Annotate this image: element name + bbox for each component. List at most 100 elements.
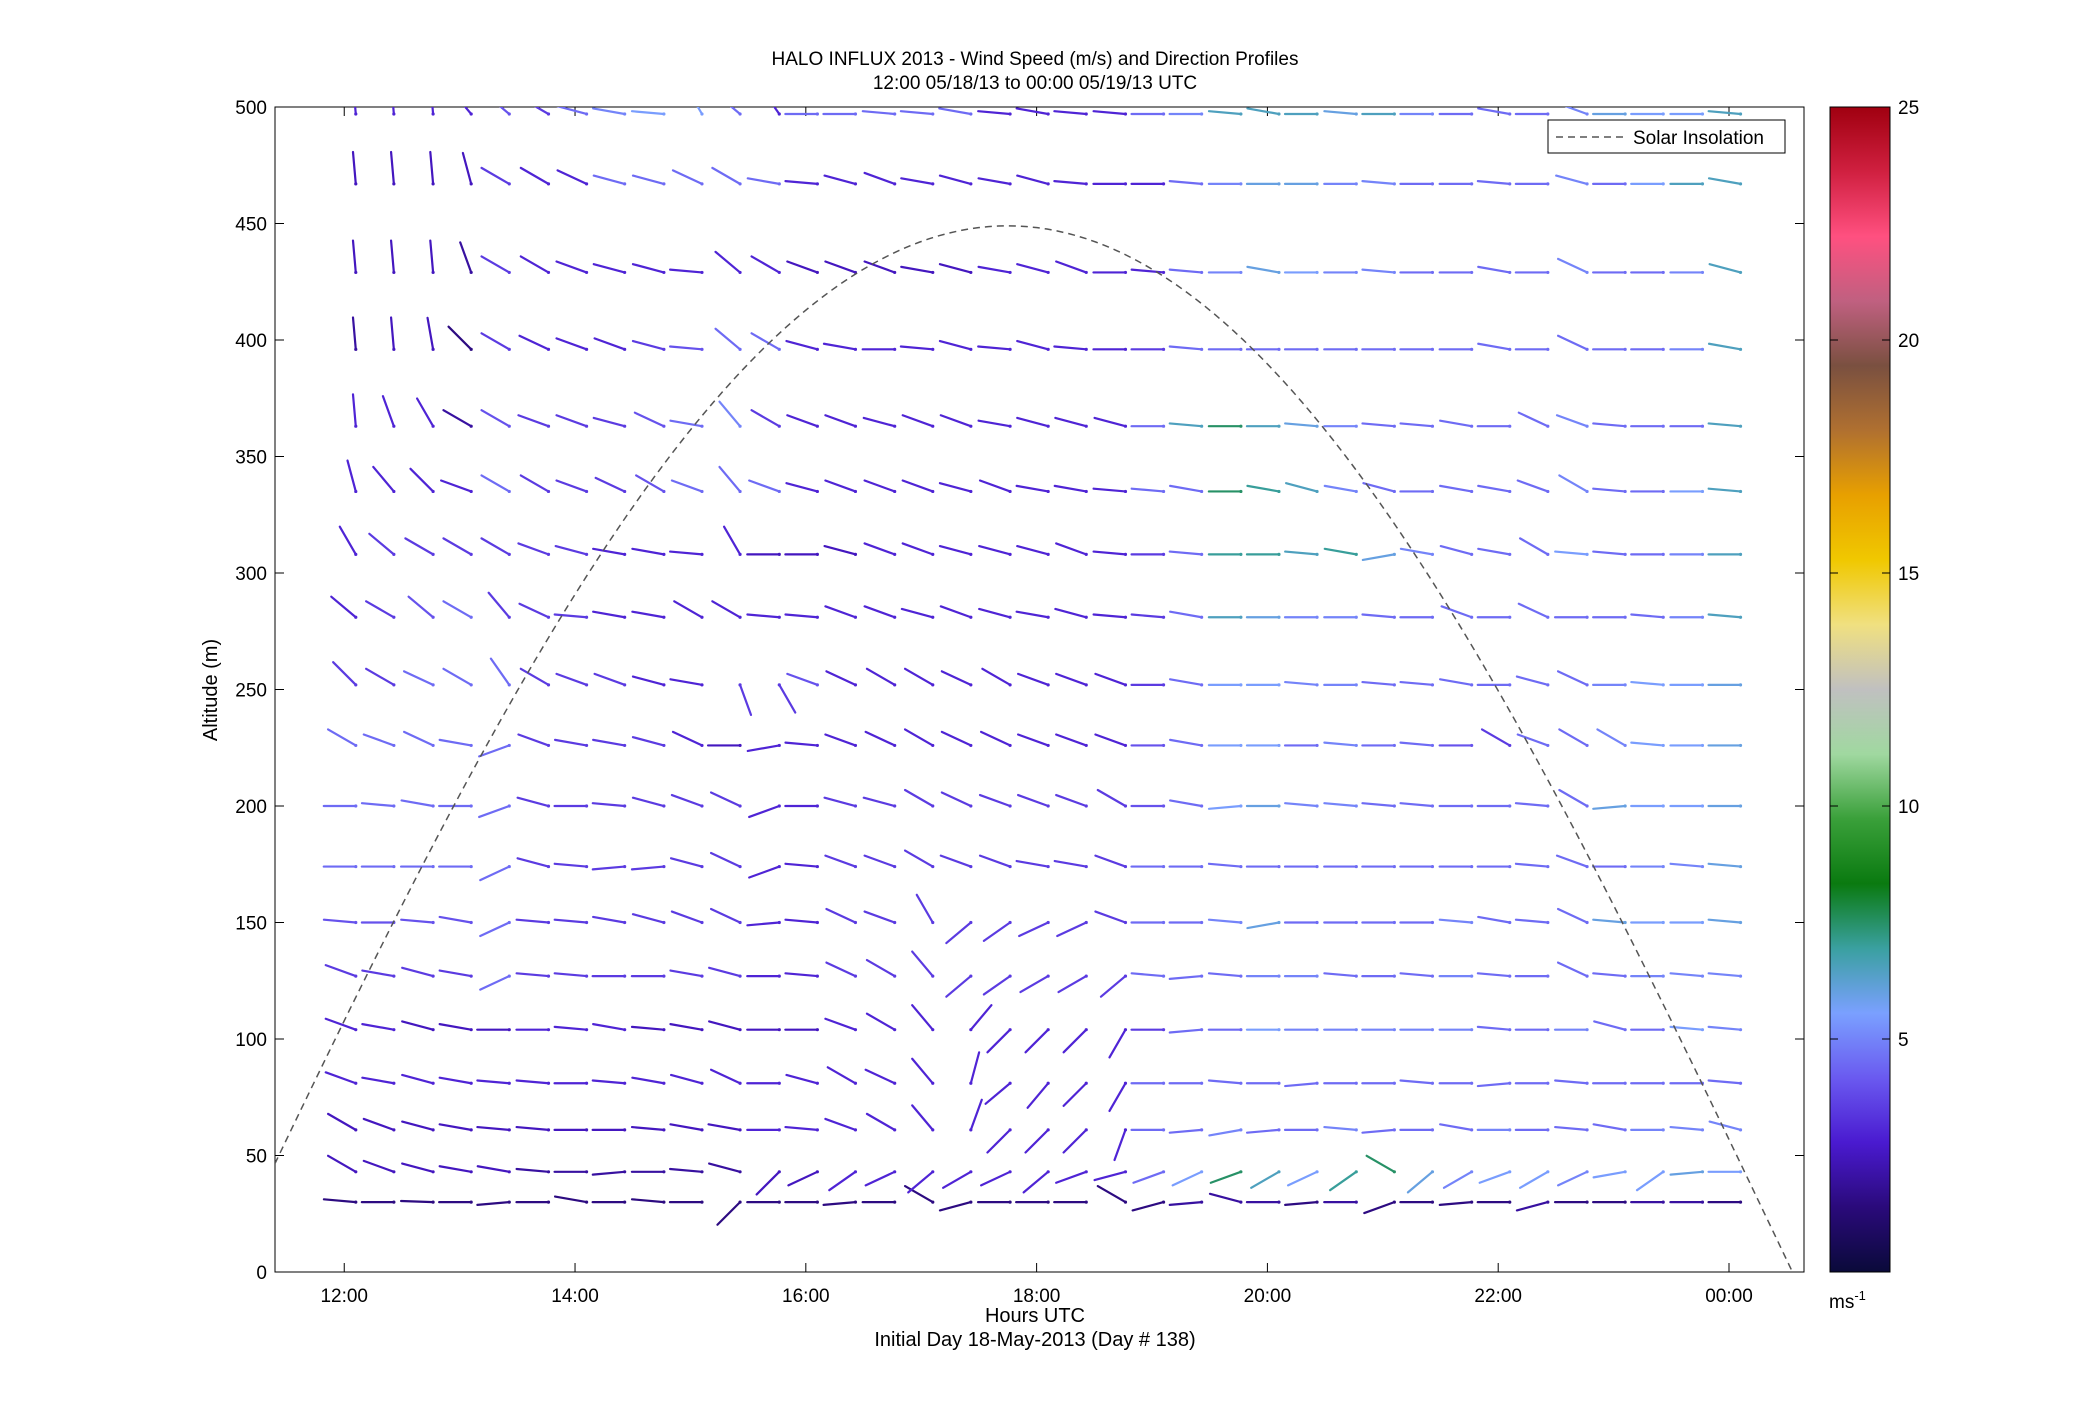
wind-vector-base: [777, 1200, 781, 1204]
wind-vector-base: [469, 615, 473, 619]
wind-vector-base: [1008, 804, 1012, 808]
wind-vector-base: [1392, 615, 1396, 619]
wind-vector-base: [546, 804, 551, 808]
wind-vector: [1630, 613, 1665, 619]
wind-vector: [1055, 793, 1088, 808]
wind-vector-base: [1123, 1028, 1128, 1032]
wind-vector: [631, 796, 665, 808]
wind-vector-base: [815, 1081, 819, 1085]
wind-vector-base: [738, 112, 742, 116]
wind-vector-base: [853, 864, 858, 869]
y-tick-label: 250: [235, 681, 267, 702]
wind-vector-base: [1508, 743, 1512, 748]
wind-vector-base: [546, 424, 551, 428]
solar-insolation-curve: [275, 225, 1794, 1272]
wind-vector: [671, 730, 704, 747]
wind-vector-base: [1239, 615, 1243, 619]
wind-vector-base: [1354, 112, 1358, 116]
wind-vector: [476, 1125, 511, 1131]
wind-vector: [1207, 110, 1242, 116]
wind-vector-base: [1508, 270, 1512, 275]
wind-vector: [1519, 537, 1549, 556]
wind-vector-base: [777, 743, 781, 748]
wind-vector-base: [969, 1128, 973, 1132]
wind-vector: [1016, 174, 1050, 185]
wind-vector-base: [1354, 270, 1358, 275]
wind-vector: [940, 791, 972, 808]
wind-vector: [516, 857, 550, 868]
wind-vector: [823, 174, 857, 185]
wind-vector: [1130, 613, 1165, 619]
wind-vector: [1099, 974, 1127, 998]
wind-vector: [865, 1112, 896, 1131]
colorbar-tick-label: 10: [1898, 797, 1919, 818]
wind-vector: [938, 482, 972, 493]
wind-vector: [426, 316, 435, 351]
wind-vector: [978, 544, 1012, 556]
wind-vector-base: [1315, 489, 1319, 494]
wind-vector-base: [1623, 1170, 1627, 1174]
wind-vector: [631, 339, 665, 351]
wind-vector: [900, 177, 934, 185]
wind-vector-base: [623, 683, 627, 687]
wind-vector: [630, 1125, 665, 1131]
wind-vector: [1439, 678, 1473, 686]
wind-vector: [442, 409, 473, 428]
wind-vector-base: [893, 864, 897, 869]
wind-vector: [787, 1170, 819, 1187]
wind-vector-base: [1008, 920, 1012, 925]
wind-vector: [556, 169, 588, 185]
wind-vector-base: [1008, 270, 1012, 275]
wind-vector: [899, 345, 934, 351]
wind-vector-base: [853, 112, 858, 116]
wind-vector-base: [1700, 112, 1705, 116]
wind-vector: [865, 958, 896, 978]
wind-vector-base: [1277, 424, 1281, 428]
wind-vector: [1362, 482, 1396, 493]
wind-vector: [592, 738, 626, 747]
wind-vector-base: [662, 112, 666, 116]
wind-vector: [499, 107, 511, 116]
wind-vector-base: [1623, 347, 1627, 351]
wind-vector: [1556, 334, 1589, 351]
wind-vector-base: [969, 424, 973, 428]
wind-vector-base: [354, 864, 358, 869]
wind-vector-base: [777, 1128, 781, 1132]
wind-vector-base: [1661, 424, 1665, 428]
wind-vector-base: [1623, 1081, 1627, 1085]
wind-vector-base: [1008, 112, 1012, 116]
wind-vector-base: [431, 683, 435, 687]
wind-vector-base: [1123, 424, 1128, 428]
wind-vector: [1113, 1128, 1127, 1162]
wind-vector: [1515, 675, 1549, 686]
wind-vector: [862, 796, 896, 808]
wind-vector: [1015, 484, 1050, 493]
wind-vector-base: [1508, 864, 1512, 869]
wind-vector: [1246, 921, 1281, 930]
wind-vector-base: [469, 489, 473, 494]
wind-vector-base: [1623, 1028, 1627, 1032]
wind-vector-base: [738, 552, 742, 556]
wind-vector: [1708, 263, 1742, 274]
wind-vector-base: [1470, 1170, 1474, 1174]
wind-vector-base: [815, 974, 819, 978]
wind-vector: [945, 921, 972, 945]
wind-vector-base: [931, 804, 935, 808]
wind-vector: [330, 595, 357, 619]
x-axis-ticks: [343, 107, 1730, 1272]
wind-vector-base: [1277, 864, 1281, 869]
wind-vector-base: [1239, 182, 1243, 186]
wind-vector: [822, 1200, 857, 1206]
wind-vector: [977, 177, 1012, 185]
wind-vector-base: [1661, 1128, 1665, 1132]
wind-vector-base: [1123, 1081, 1128, 1085]
wind-vector-base: [584, 112, 589, 116]
wind-vector: [1057, 974, 1088, 994]
wind-vector: [746, 744, 781, 753]
wind-vector-base: [1661, 743, 1665, 748]
wind-vector-base: [1392, 347, 1396, 351]
wind-vector-base: [853, 552, 858, 556]
wind-vector-base: [815, 347, 819, 351]
wind-vector-base: [546, 1170, 551, 1174]
wind-vector: [1169, 484, 1203, 493]
